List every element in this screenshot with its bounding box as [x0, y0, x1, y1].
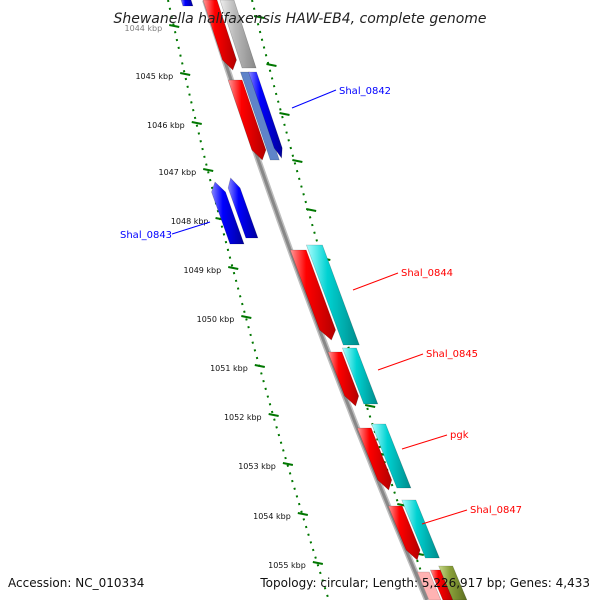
gene-leader-line [352, 272, 399, 291]
cds-feature [371, 423, 412, 489]
cds-feature [219, 0, 257, 69]
inner-tick-mark [305, 208, 317, 212]
scale-tick-label: 1055 kbp [268, 561, 306, 570]
gene-leader-line [401, 434, 448, 450]
cds-feature [289, 249, 336, 341]
cds-feature [240, 71, 280, 161]
inner-tick-mark [279, 112, 290, 116]
scale-tick-label: 1048 kbp [171, 217, 209, 226]
inner-tick-mark [364, 404, 376, 408]
cds-feature [429, 569, 454, 600]
gene-label: Shal_0842 [339, 86, 391, 97]
cds-feature [341, 347, 379, 405]
cds-feature [305, 244, 360, 346]
cds-feature [401, 499, 440, 559]
inner-tick-mark [253, 15, 265, 19]
scale-tick-label: 1049 kbp [184, 266, 222, 275]
gene-label: Shal_0847 [470, 505, 522, 516]
scale-tick-label: 1044 kbp [125, 24, 163, 33]
outer-tick-mark [203, 168, 214, 172]
cds-feature [227, 177, 259, 239]
outer-tick-mark [228, 266, 239, 270]
cds-feature [416, 571, 442, 600]
gene-label: Shal_0845 [426, 349, 478, 360]
scale-tick-label: 1046 kbp [147, 121, 185, 130]
inner-scale-line [251, 0, 432, 600]
cds-feature [438, 565, 468, 600]
gene-label: pgk [450, 430, 469, 441]
gene-leader-line [171, 221, 211, 235]
scale-tick-label: 1054 kbp [253, 512, 291, 521]
scale-tick-label: 1045 kbp [135, 72, 173, 81]
accession-text: Accession: NC_010334 [8, 576, 144, 590]
genome-summary-text: Topology: circular; Length: 5,226,917 bp… [259, 576, 590, 590]
outer-tick-mark [312, 561, 324, 565]
outer-tick-mark [254, 364, 265, 368]
outer-tick-mark [268, 413, 279, 417]
cds-feature [248, 71, 283, 159]
scale-tick-label: 1051 kbp [210, 364, 248, 373]
feature-layer [180, 0, 468, 600]
gene-leader-line [291, 89, 337, 109]
inner-tick-mark [292, 159, 303, 163]
gene-label: Shal_0843 [120, 230, 172, 241]
scale-tick-label: 1053 kbp [238, 462, 276, 471]
map-title: Shewanella halifaxensis HAW-EB4, complet… [113, 11, 486, 27]
cds-feature [180, 0, 194, 7]
scale-tick-label: 1052 kbp [224, 413, 262, 422]
outer-tick-mark [169, 24, 180, 28]
outer-tick-mark [282, 462, 294, 466]
scale-tick-label: 1047 kbp [159, 168, 197, 177]
outer-tick-mark [191, 121, 202, 125]
gene-leader-line [421, 509, 468, 525]
inner-tick-mark [266, 63, 277, 67]
scale-tick-label: 1050 kbp [197, 315, 235, 324]
cds-feature [202, 0, 237, 71]
cds-feature [227, 79, 267, 161]
gene-label: Shal_0844 [401, 268, 453, 279]
cds-feature [327, 351, 360, 407]
cds-feature [356, 427, 393, 491]
outer-tick-mark [297, 512, 309, 516]
outer-tick-mark [241, 315, 252, 319]
outer-tick-mark [179, 72, 191, 76]
cds-feature [387, 505, 421, 561]
cds-feature [211, 181, 245, 245]
gene-leader-line [377, 353, 424, 371]
